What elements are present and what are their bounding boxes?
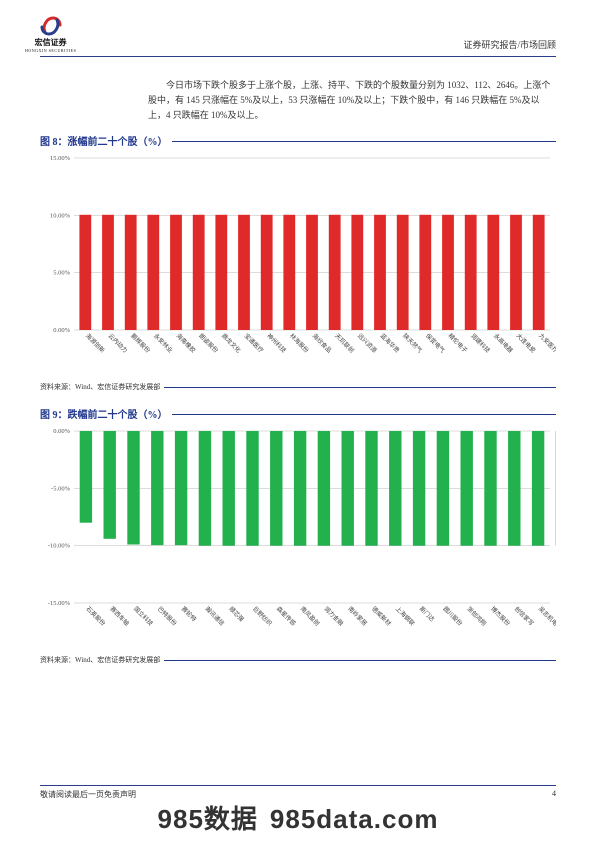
svg-text:0.00%: 0.00% [53, 428, 70, 435]
chart-losers-title-rule [172, 414, 557, 415]
svg-text:-5.00%: -5.00% [51, 485, 71, 492]
watermark-left: 985数据 [158, 804, 258, 834]
chart-losers-source: 资料来源：Wind、宏信证券研究发展部 [40, 655, 160, 665]
svg-text:0.00%: 0.00% [53, 327, 70, 334]
chart-gainers-source: 资料来源：Wind、宏信证券研究发展部 [40, 382, 160, 392]
watermark: 985数据 985data.com [0, 799, 596, 836]
chart-gainers-source-rule [164, 387, 556, 388]
header-rule [40, 56, 556, 57]
svg-text:5.00%: 5.00% [53, 269, 70, 276]
chart-losers-title: 图 9：跌幅前二十个股（%） [40, 406, 168, 421]
brand-logo: 宏信证券 HONGXIN SECURITIES [25, 14, 76, 53]
chart-losers: -15.00%-10.00%-5.00%0.00%石英股份赛西车轴国立科技巴特股… [40, 423, 556, 653]
chart-gainers-title-rule [172, 141, 557, 142]
summary-paragraph: 今日市场下跌个股多于上涨个股，上涨、持平、下跌的个股数量分别为 1032、112… [148, 78, 556, 123]
header-breadcrumb: 证券研究报告/市场回顾 [463, 38, 556, 51]
svg-text:-15.00%: -15.00% [48, 600, 71, 607]
logo-icon [39, 14, 63, 36]
page-header: 宏信证券 HONGXIN SECURITIES 证券研究报告/市场回顾 [40, 24, 556, 68]
svg-text:15.00%: 15.00% [50, 155, 71, 162]
page-footer: 敬请阅读最后一页免责声明 4 [40, 785, 556, 800]
brand-name-cn: 宏信证券 [35, 37, 67, 48]
svg-text:10.00%: 10.00% [50, 212, 71, 219]
watermark-right: 985data.com [270, 804, 439, 834]
chart-losers-source-rule [164, 660, 556, 661]
chart-gainers-title: 图 8：涨幅前二十个股（%） [40, 133, 168, 148]
chart-gainers: 0.00%5.00%10.00%15.00%海源创新云内动力鹏辉股份永安林业海南… [40, 150, 556, 380]
brand-name-en: HONGXIN SECURITIES [25, 48, 76, 53]
svg-text:-10.00%: -10.00% [48, 542, 71, 549]
